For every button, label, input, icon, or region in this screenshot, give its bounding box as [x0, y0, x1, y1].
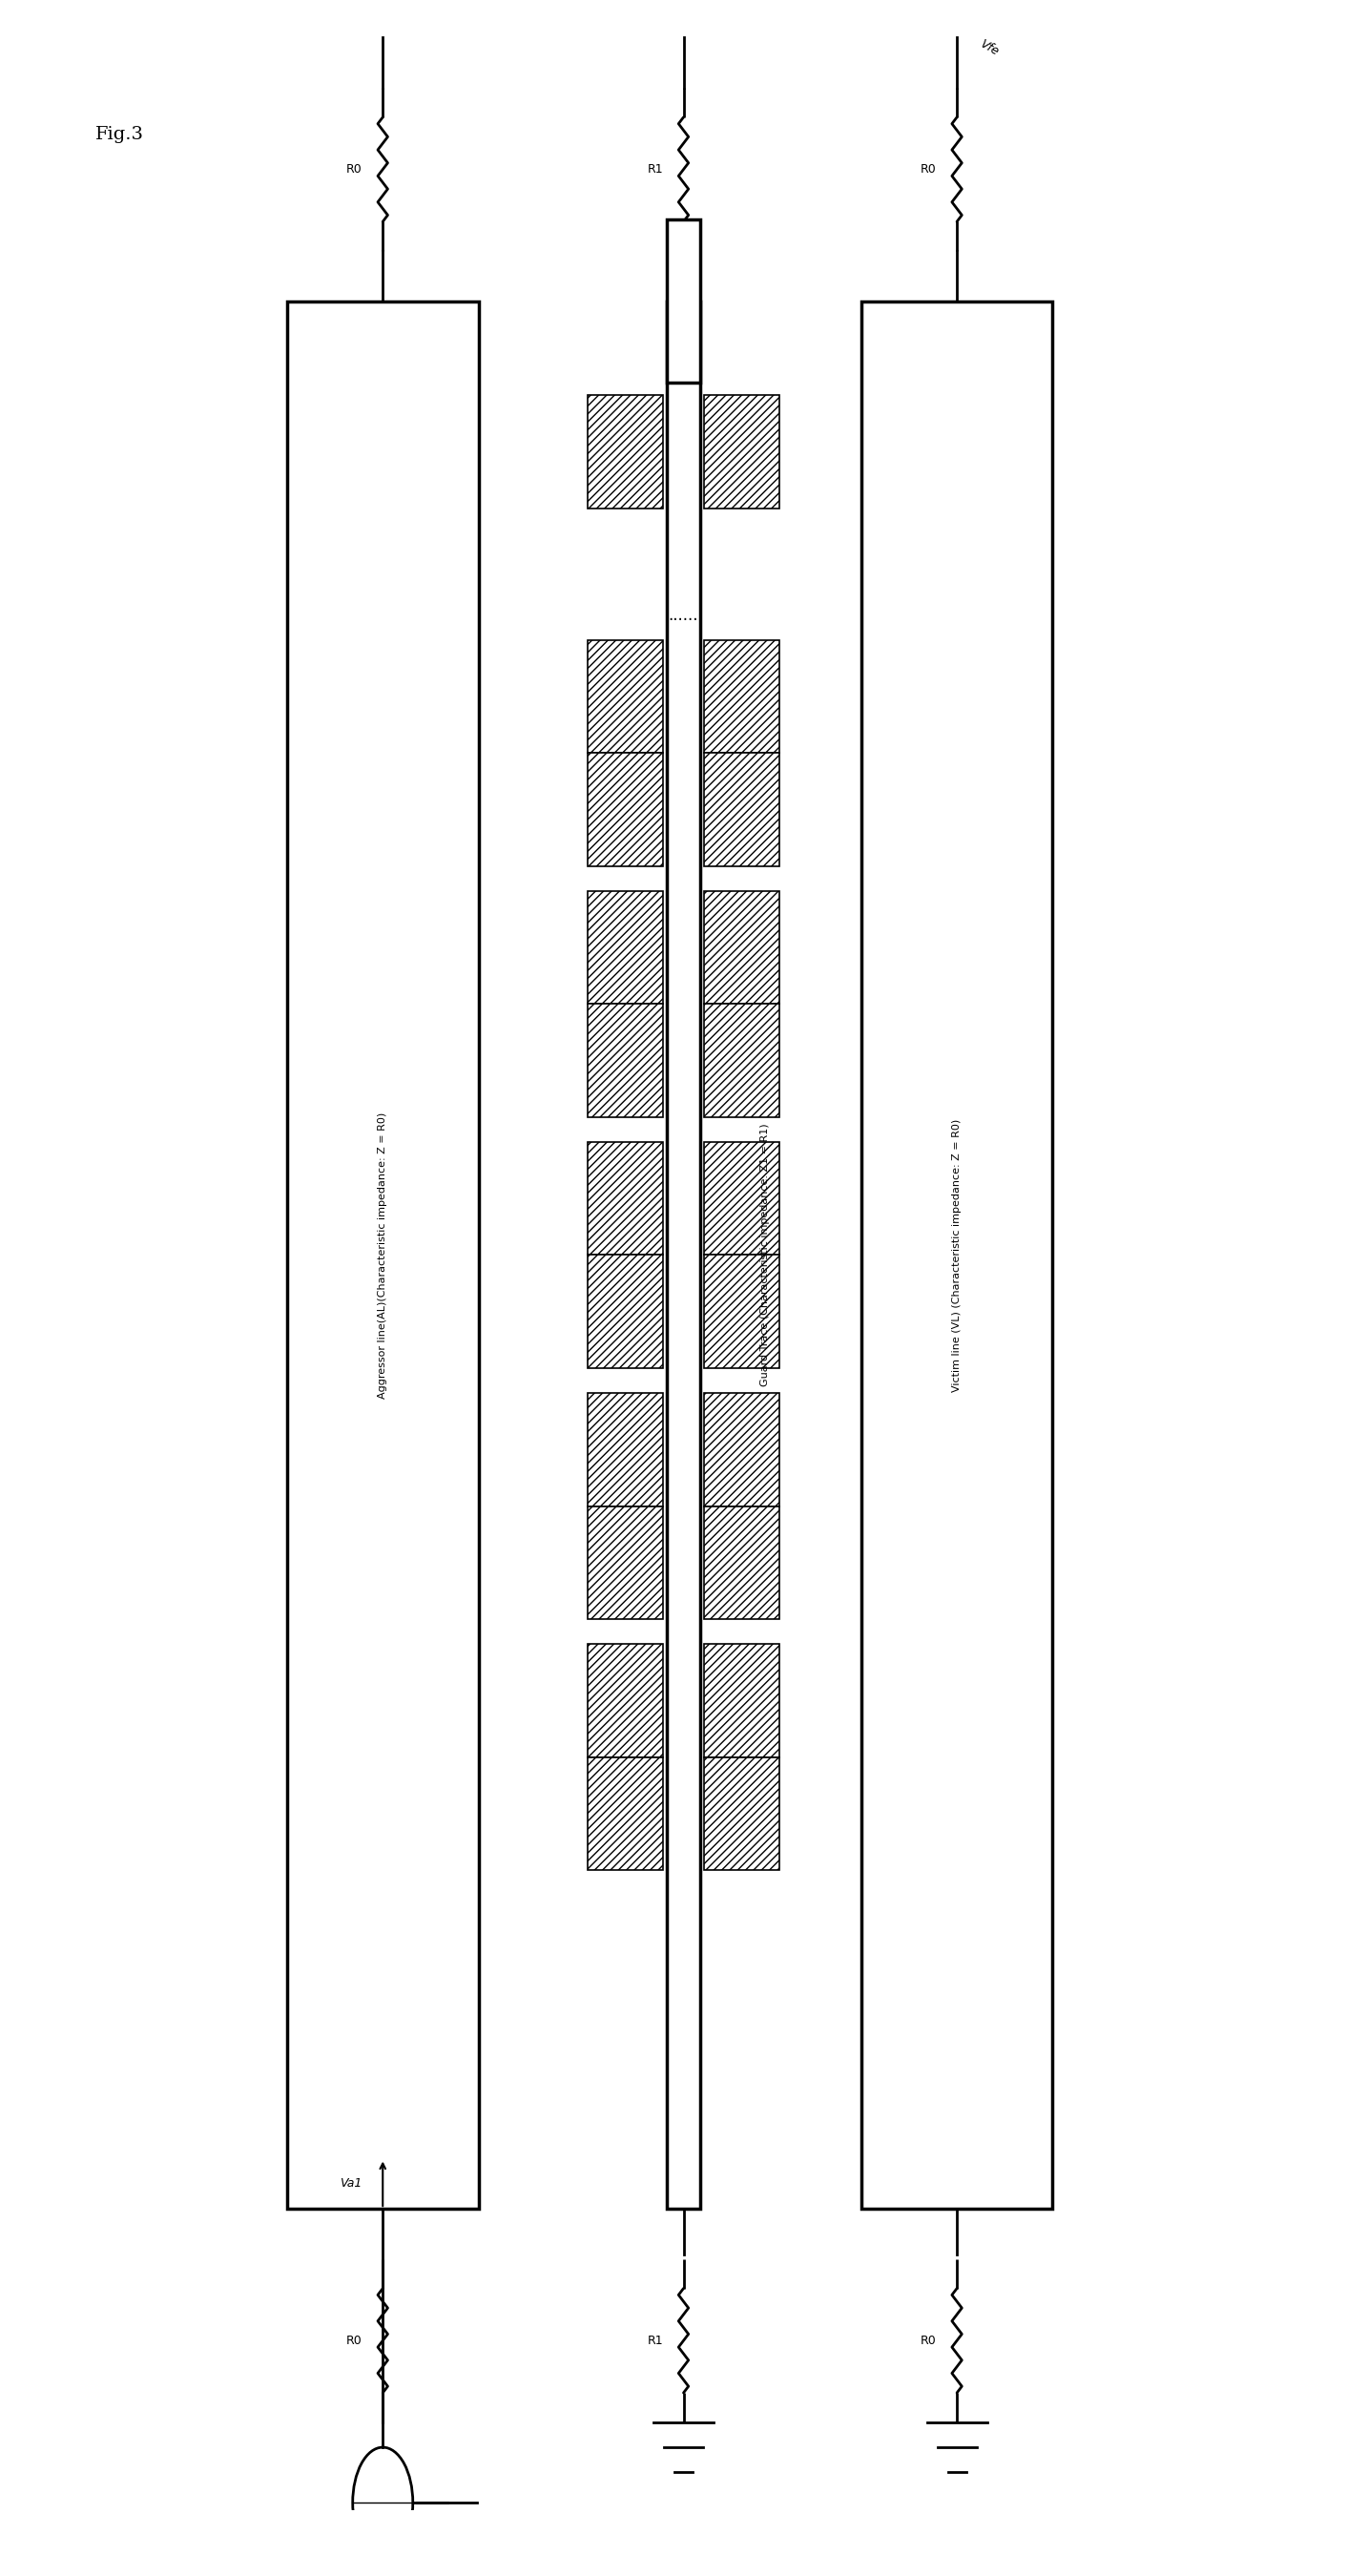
Bar: [704, 1005, 779, 1118]
Text: ......: ......: [668, 605, 699, 623]
Bar: [667, 301, 700, 2208]
Text: R0: R0: [346, 2334, 362, 2347]
Text: R0: R0: [920, 2334, 936, 2347]
Bar: [588, 1141, 663, 1255]
Text: Fig.3: Fig.3: [96, 126, 145, 142]
Bar: [588, 891, 663, 1005]
Bar: [588, 1394, 663, 1507]
Bar: [704, 1757, 779, 1870]
Bar: [704, 752, 779, 866]
Bar: [704, 394, 779, 507]
Bar: [588, 1507, 663, 1618]
Text: Vfe: Vfe: [977, 39, 1001, 59]
Text: Va1: Va1: [340, 2177, 362, 2190]
Text: R0: R0: [920, 162, 936, 175]
Bar: [704, 1255, 779, 1368]
Bar: [704, 1394, 779, 1507]
Text: Guard Trace (Characteristic impedance: Z1 = R1): Guard Trace (Characteristic impedance: Z…: [761, 1123, 770, 1386]
Text: R1: R1: [647, 162, 663, 175]
Text: R1: R1: [647, 2334, 663, 2347]
Text: Aggressor line(AL)(Characteristic impedance: Z = R0): Aggressor line(AL)(Characteristic impeda…: [379, 1113, 387, 1399]
Bar: [588, 639, 663, 752]
Bar: [704, 891, 779, 1005]
Bar: [667, 219, 700, 384]
Bar: [588, 1005, 663, 1118]
Bar: [588, 752, 663, 866]
Bar: [704, 1643, 779, 1757]
Bar: [588, 1643, 663, 1757]
Bar: [704, 1507, 779, 1618]
Bar: [287, 301, 478, 2208]
Text: Victim line (VL) (Characteristic impedance: Z = R0): Victim line (VL) (Characteristic impedan…: [953, 1118, 961, 1391]
Bar: [704, 639, 779, 752]
Bar: [588, 1757, 663, 1870]
Bar: [588, 394, 663, 507]
Text: R0: R0: [346, 162, 362, 175]
Bar: [861, 301, 1053, 2208]
Bar: [704, 1141, 779, 1255]
Bar: [588, 1255, 663, 1368]
